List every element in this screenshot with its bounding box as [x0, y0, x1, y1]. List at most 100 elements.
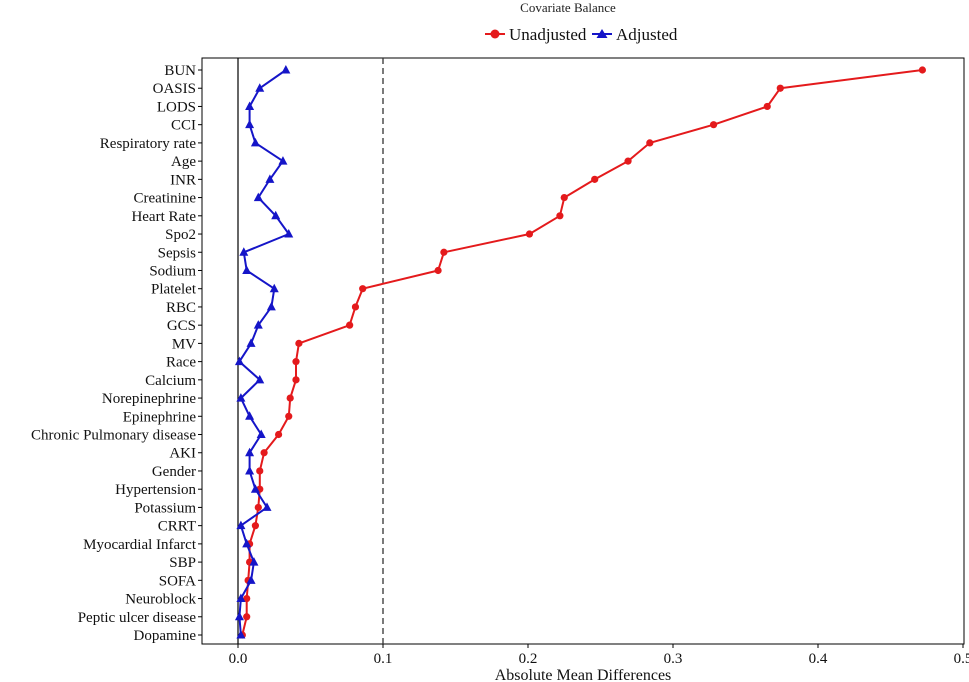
point-adjusted-sodium: [242, 265, 252, 274]
y-label-respiratory-rate: Respiratory rate: [100, 136, 197, 152]
point-adjusted-creatinine: [253, 192, 263, 202]
point-unadjusted-potassium: [254, 503, 262, 512]
point-adjusted-cci: [245, 119, 255, 129]
plot-panel-border: [201, 57, 965, 645]
point-adjusted-spo2: [284, 229, 294, 238]
y-label-crrt: CRRT: [158, 519, 196, 535]
y-label-neuroblock: Neuroblock: [125, 592, 196, 608]
point-adjusted-bun: [281, 65, 291, 74]
point-unadjusted-norepinephrine: [286, 394, 294, 402]
series-adjusted: [234, 65, 294, 639]
point-unadjusted-race: [292, 358, 300, 366]
y-label-gcs: GCS: [167, 318, 196, 334]
point-adjusted-respiratory-rate: [250, 137, 260, 147]
y-label-bun: BUN: [164, 63, 196, 79]
point-unadjusted-bun: [918, 66, 927, 74]
point-adjusted-sbp: [249, 557, 259, 566]
legend-unadjusted-marker: [490, 29, 500, 39]
point-unadjusted-respiratory-rate: [646, 139, 654, 147]
point-adjusted-dopamine: [236, 630, 246, 639]
y-axis: BUN OASIS LODS CCI Respiratory rate Age INR Cre…: [31, 63, 202, 644]
point-unadjusted-aki: [260, 449, 268, 457]
point-adjusted-peptic-ulcer-disease: [234, 611, 244, 621]
legend-adjusted-label: Adjusted: [616, 25, 678, 44]
series-layer: [234, 65, 927, 639]
point-adjusted-gender: [245, 465, 255, 475]
point-unadjusted-platelet: [359, 285, 367, 293]
y-label-lods: LODS: [157, 99, 196, 115]
legend-adjusted-marker: [596, 29, 608, 38]
point-unadjusted-oasis: [776, 84, 784, 92]
x-axis-title: Absolute Mean Differences: [495, 667, 672, 682]
point-unadjusted-chronic-pulmonary-disease: [275, 430, 283, 439]
point-adjusted-race: [234, 356, 244, 366]
reference-lines: [237, 58, 384, 644]
y-label-sbp: SBP: [169, 555, 196, 571]
y-label-heart-rate: Heart Rate: [131, 209, 196, 225]
series-line-unadjusted: [241, 69, 923, 636]
x-tick-label: 0.3: [664, 651, 683, 667]
point-adjusted-heart-rate: [271, 210, 281, 220]
point-adjusted-age: [278, 156, 288, 165]
point-unadjusted-sepsis: [440, 248, 448, 256]
x-axis: 0.0 0.1 0.2 0.3 0.4 0.5: [229, 644, 969, 667]
y-label-norepinephrine: Norepinephrine: [102, 391, 196, 407]
point-unadjusted-inr: [591, 175, 599, 183]
legend-item-unadjusted: Unadjusted: [485, 25, 587, 44]
y-label-peptic-ulcer-disease: Peptic ulcer disease: [78, 610, 197, 626]
point-adjusted-potassium: [262, 502, 272, 511]
y-label-race: Race: [166, 355, 196, 371]
point-unadjusted-creatinine: [560, 193, 568, 202]
x-tick-label: 0.4: [809, 651, 828, 667]
y-label-calcium: Calcium: [145, 373, 196, 389]
point-unadjusted-sodium: [434, 266, 442, 275]
y-label-myocardial-infarct: Myocardial Infarct: [83, 537, 197, 553]
series-unadjusted: [238, 66, 927, 639]
y-label-inr: INR: [170, 172, 196, 188]
point-adjusted-norepinephrine: [236, 393, 246, 402]
y-label-rbc: RBC: [166, 300, 196, 316]
point-unadjusted-neuroblock: [243, 594, 251, 603]
y-label-platelet: Platelet: [151, 282, 197, 298]
y-label-creatinine: Creatinine: [134, 191, 197, 207]
point-unadjusted-mv: [295, 339, 303, 347]
legend-unadjusted-label: Unadjusted: [509, 25, 587, 44]
x-tick-label: 0.2: [519, 651, 538, 667]
y-label-spo2: Spo2: [165, 227, 196, 243]
point-adjusted-aki: [245, 447, 255, 457]
point-adjusted-lods: [245, 101, 255, 110]
y-label-sepsis: Sepsis: [158, 245, 197, 261]
y-label-hypertension: Hypertension: [115, 482, 196, 498]
point-unadjusted-lods: [763, 102, 771, 111]
legend-item-adjusted: Adjusted: [592, 25, 678, 44]
point-unadjusted-epinephrine: [285, 412, 293, 420]
point-unadjusted-rbc: [351, 303, 360, 311]
y-label-sofa: SOFA: [159, 573, 196, 589]
point-unadjusted-spo2: [525, 230, 534, 238]
x-tick-label: 0.0: [229, 651, 248, 667]
point-adjusted-oasis: [255, 83, 265, 92]
point-adjusted-platelet: [269, 283, 279, 293]
point-adjusted-sofa: [246, 575, 256, 584]
chart-title: Covariate Balance: [520, 0, 616, 15]
point-unadjusted-gender: [256, 467, 264, 475]
y-label-chronic-pulmonary-disease: Chronic Pulmonary disease: [31, 428, 196, 444]
y-label-gender: Gender: [152, 464, 196, 480]
point-unadjusted-gcs: [346, 321, 354, 329]
y-label-aki: AKI: [169, 446, 196, 462]
point-adjusted-chronic-pulmonary-disease: [256, 429, 266, 439]
point-adjusted-gcs: [253, 320, 263, 329]
legend: Unadjusted Adjusted: [485, 25, 678, 44]
point-unadjusted-peptic-ulcer-disease: [243, 613, 251, 621]
point-adjusted-epinephrine: [245, 411, 255, 420]
y-label-potassium: Potassium: [134, 500, 196, 516]
point-adjusted-crrt: [236, 520, 246, 530]
point-unadjusted-heart-rate: [556, 212, 564, 220]
y-label-age: Age: [171, 154, 196, 170]
point-adjusted-hypertension: [250, 484, 260, 493]
x-tick-label: 0.5: [954, 651, 969, 667]
point-unadjusted-crrt: [251, 522, 259, 530]
y-label-sodium: Sodium: [149, 263, 196, 279]
point-unadjusted-cci: [710, 121, 718, 129]
